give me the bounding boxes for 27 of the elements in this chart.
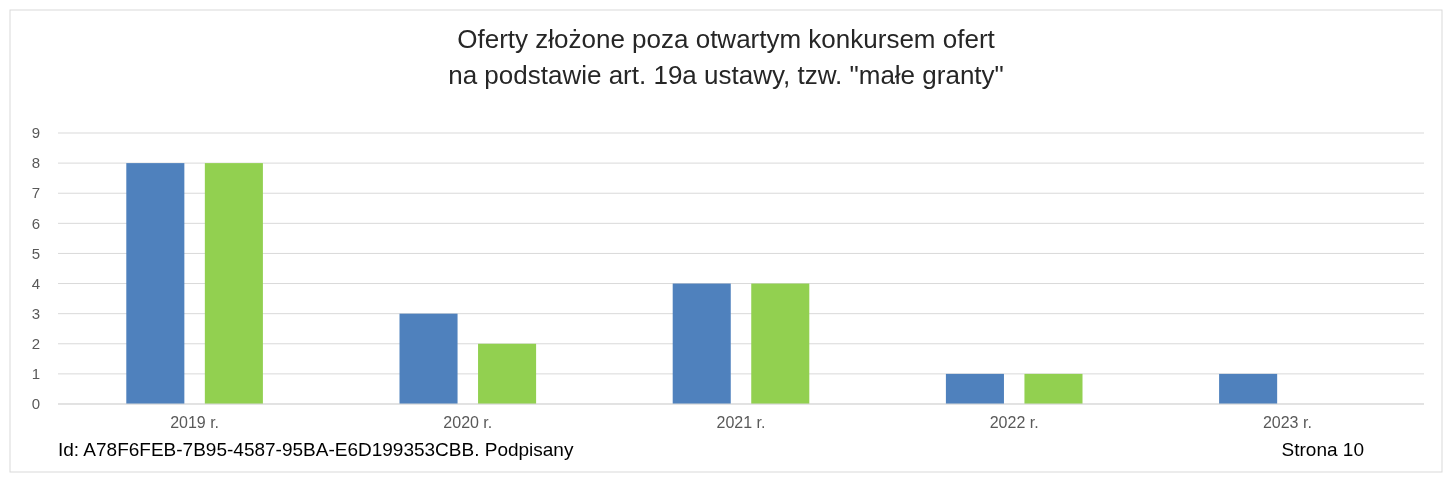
y-tick-label: 5 [31, 244, 41, 262]
bar [751, 283, 810, 404]
bar [204, 163, 263, 404]
chart-title: Oferty złożone poza otwartym konkursem ofert na podstawie art. 19a ustawy, tzw. "małe granty" [448, 24, 1004, 90]
y-tick-label: 7 [31, 184, 41, 202]
bar [478, 343, 537, 404]
text: Strona 10 [1281, 439, 1364, 460]
bar [672, 283, 731, 404]
x-tick-label: 2023 r. [1262, 414, 1312, 431]
y-tick-label: 9 [31, 124, 41, 142]
x-tick-label: 2019 r. [170, 414, 220, 431]
x-tick-label: 2020 r. [443, 414, 493, 431]
bar [1219, 373, 1278, 404]
x-tick-label: 2022 r. [989, 414, 1039, 431]
bar [945, 373, 1004, 404]
y-tick-label: 4 [31, 274, 41, 292]
text: Id: A78F6FEB-7B95-4587-95BA-E6D199353CBB. Podpisany [58, 439, 574, 460]
bar [126, 163, 185, 404]
y-tick-label: 0 [31, 395, 41, 413]
x-tick-label: 2021 r. [716, 414, 766, 431]
y-tick-label: 1 [31, 365, 41, 383]
y-tick-label: 6 [31, 214, 41, 232]
bar [399, 313, 458, 404]
y-tick-label: 2 [31, 335, 41, 353]
y-tick-label: 8 [31, 154, 41, 172]
y-tick-label: 3 [31, 304, 41, 322]
bar [1024, 373, 1083, 404]
